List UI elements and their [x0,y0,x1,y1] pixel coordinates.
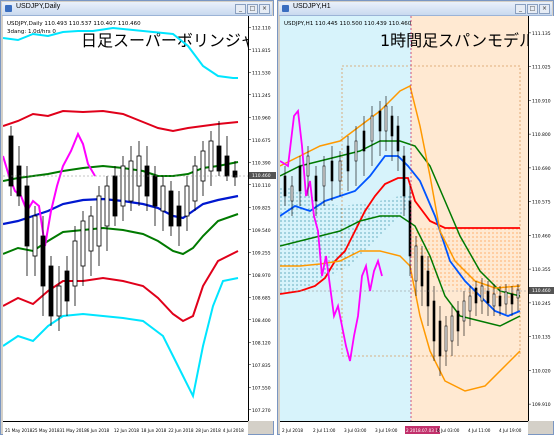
hourly-price-plot[interactable]: USDJPY,H1 110.445 110.500 110.439 110.46… [279,16,535,421]
price-tick-label: 110.390 [252,160,271,166]
chart-window-icon [5,5,12,12]
time-tick-label: 21 May 2018 [5,428,33,433]
daily-chart-titlebar[interactable]: USDJPY,Daily _ □ × [2,2,272,16]
time-tick-label: 22 Jun 2018 [168,428,194,433]
hourly-chart-window[interactable]: USDJPY,H1 _ □ × USDJPY,H1 110.445 110.50… [277,0,554,435]
price-tick-label: 111.245 [252,93,271,99]
band-green-lower [279,215,521,327]
bb-midline [2,194,239,226]
time-tick-label: 31 May 2018 [59,428,87,433]
time-tick-label: 6 Jun 2018 [87,428,110,433]
daily-candles [8,121,238,331]
time-tick-label: 2 2018.07.03 16:00 [406,428,448,433]
price-tick-label: 107.270 [252,408,271,414]
bb-plus2-line [2,109,239,133]
maximize-button[interactable]: □ [527,4,538,14]
current-price-marker [249,172,276,179]
daily-price-axis: 112.110 111.815 111.530 111.245 110.960 110.6… [248,16,276,421]
price-tick-label: 110.135 [532,335,551,341]
price-tick-label: 108.685 [252,295,271,301]
hourly-chart-titlebar[interactable]: USDJPY,H1 _ □ × [279,2,552,16]
price-tick-label: 110.800 [532,132,551,138]
bb-orange-upper [279,84,521,289]
close-button[interactable]: × [539,4,550,14]
price-tick-label: 109.825 [252,205,271,211]
dashed-range-box [341,65,521,357]
price-tick-label: 108.400 [252,318,271,324]
daily-chart-title: USDJPY,Daily [16,3,61,10]
price-tick-label: 111.025 [532,65,551,71]
hourly-overlay-label: 1時間足スパンモデル [380,31,528,50]
daily-indicator-text: 3dang: 1.0d/hrs 0 [7,29,56,35]
time-tick-label: 2 Jul 2018 [282,428,303,433]
hourly-time-axis: 2 Jul 2018 2 Jul 11:00 3 Jul 03:00 3 Jul 19… [280,421,528,435]
chart-window-icon [282,5,289,12]
daily-chart-window[interactable]: USDJPY,Daily _ □ × USDJPY,Daily 110.493 … [0,0,276,435]
minimize-button[interactable]: _ [515,4,526,14]
current-price-marker [529,287,554,294]
price-tick-label: 110.245 [532,301,551,307]
price-tick-label: 110.910 [532,98,551,104]
hourly-chart-title: USDJPY,H1 [293,3,331,10]
price-tick-label: 110.960 [252,115,271,121]
price-tick-label: 109.540 [252,228,271,234]
bb-plus3-line [2,26,238,79]
highlight-time-marker [405,426,440,434]
time-tick-label: 3 Jul 03:00 [344,428,367,433]
price-tick-label: 110.110 [252,183,271,189]
hourly-price-axis: 111.135 111.025 110.910 110.800 110.690 110.5… [528,16,554,421]
bb-minus3-line [2,277,239,400]
close-button[interactable]: × [259,4,270,14]
price-tick-label: 110.460 [532,233,551,239]
time-tick-label: 4 Jul 19:00 [499,428,522,433]
current-price-label: 110.460 [252,173,271,179]
price-tick-label: 107.550 [252,385,271,391]
span-cloud-blue [280,186,411,296]
price-tick-label: 111.815 [252,48,271,54]
daily-ohlc-text: USDJPY,Daily 110.493 110.537 110.407 110… [7,21,141,27]
time-tick-label: 28 Jun 2018 [196,428,222,433]
price-tick-label: 109.910 [532,402,551,408]
span-red-line [279,177,520,295]
price-tick-label: 110.690 [532,166,551,172]
bb-minus1-line [2,213,239,256]
hourly-candles [283,96,520,376]
daily-price-plot[interactable]: USDJPY,Daily 110.493 110.537 110.407 110… [2,16,272,421]
hourly-ohlc-text: USDJPY,H1 110.445 110.500 110.439 110.46… [284,21,412,27]
chikou-span-line [279,108,383,362]
daily-time-axis: 21 May 2018 25 May 2018 31 May 2018 6 Jun 2… [3,421,248,435]
band-green-upper [279,140,521,297]
price-tick-label: 107.835 [252,363,271,369]
price-tick-label: 110.575 [532,200,551,206]
price-tick-label: 109.255 [252,250,271,256]
daily-overlay-label: 日足スーパーボリンジャー [81,31,248,50]
price-tick-label: 110.020 [532,368,551,374]
minimize-button[interactable]: _ [235,4,246,14]
maximize-button[interactable]: □ [247,4,258,14]
time-tick-label: 25 May 2018 [32,428,60,433]
price-tick-label: 108.970 [252,273,271,279]
price-tick-label: 108.120 [252,340,271,346]
time-tick-label: 3 Jul 19:00 [375,428,398,433]
time-tick-label: 12 Jun 2018 [114,428,140,433]
time-tick-label: 4 Jul 11:00 [468,428,491,433]
current-price-label: 110.460 [532,288,551,294]
price-tick-label: 110.675 [252,138,271,144]
price-tick-label: 111.530 [252,70,271,76]
price-tick-label: 111.135 [532,31,551,37]
bb-minus2-line [2,250,239,323]
time-tick-label: 2 Jul 11:00 [313,428,336,433]
price-tick-label: 112.110 [252,25,271,31]
time-tick-label: 18 Jun 2018 [141,428,167,433]
time-tick-label: 4 Jul 2018 [223,428,244,433]
time-tick-label: 4 Jul 03:00 [437,428,460,433]
price-tick-label: 110.355 [532,267,551,273]
